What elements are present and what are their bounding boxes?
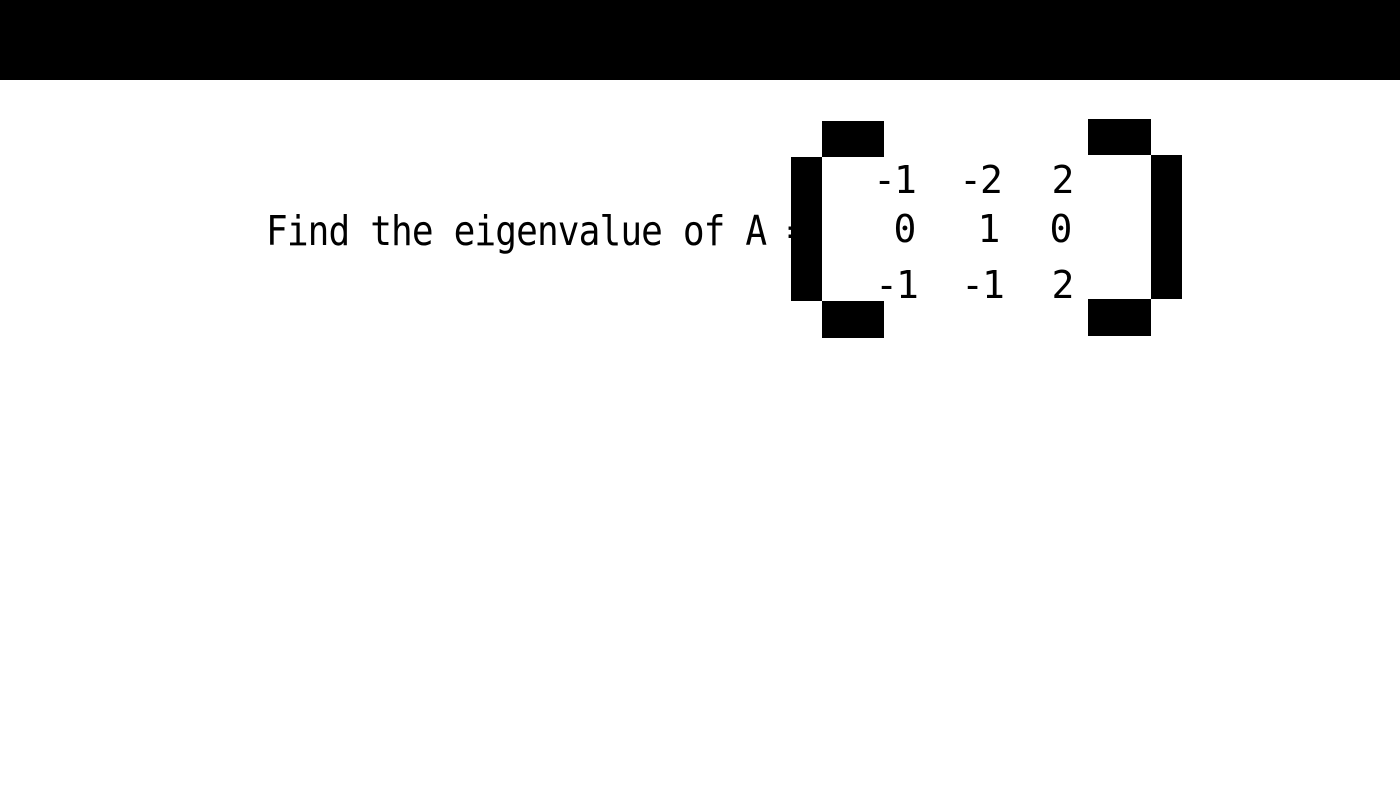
matrix-cell-r1-c1: -1 bbox=[873, 158, 917, 202]
matrix-cell-r2-c1: 0 bbox=[893, 207, 917, 251]
matrix-cell-r3-c3: 2 bbox=[1051, 263, 1075, 307]
matrix-cell-r2-c3: 0 bbox=[1049, 207, 1073, 251]
right-bracket-top-arm bbox=[1088, 119, 1151, 155]
matrix-cell-r3-c1: -1 bbox=[875, 263, 919, 307]
top-status-bar bbox=[0, 0, 1400, 80]
right-bracket-bottom-arm bbox=[1088, 299, 1151, 336]
matrix-cell-r3-c2: -1 bbox=[961, 263, 1005, 307]
left-bracket-stem bbox=[791, 157, 822, 301]
question-text: Find the eigenvalue of A = bbox=[266, 207, 809, 255]
left-bracket-bottom-arm bbox=[822, 301, 884, 338]
matrix-cell-r1-c2: -2 bbox=[959, 158, 1003, 202]
left-bracket-top-arm bbox=[822, 121, 884, 157]
matrix-cell-r2-c2: 1 bbox=[977, 207, 1001, 251]
matrix-cell-r1-c3: 2 bbox=[1051, 158, 1075, 202]
right-bracket-stem bbox=[1151, 155, 1182, 299]
